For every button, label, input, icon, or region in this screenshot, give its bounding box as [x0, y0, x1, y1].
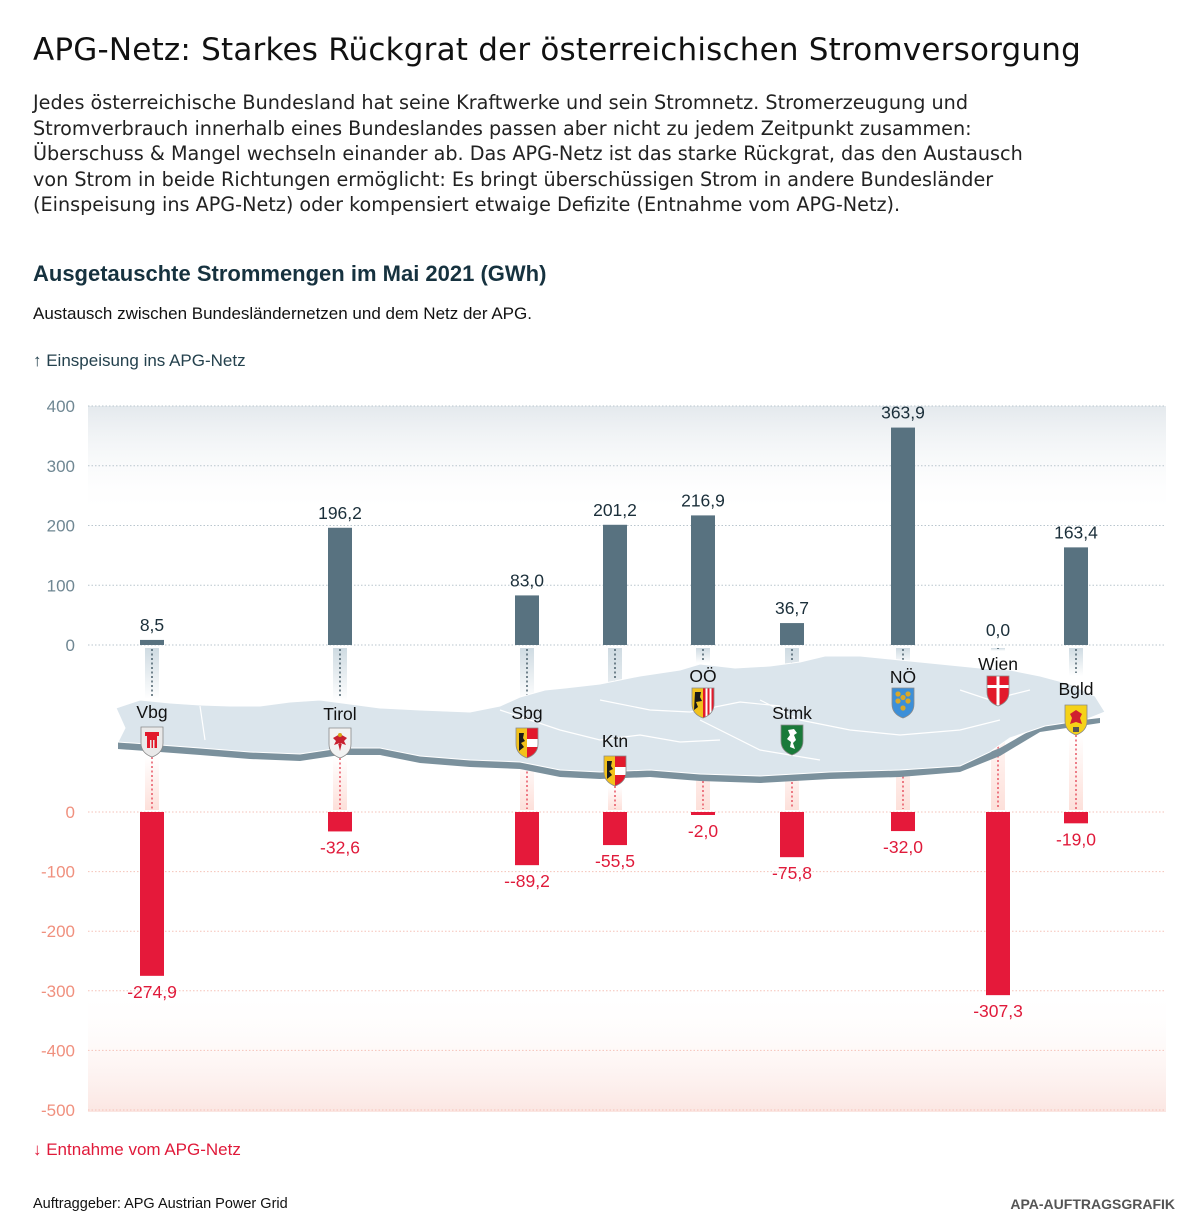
- intro-line: von Strom in beide Richtungen ermöglicht…: [33, 167, 994, 191]
- y-tick-label-top: 400: [47, 397, 75, 416]
- connector-stem-bottom: [608, 786, 622, 810]
- value-label-withdrawal: -19,0: [1056, 829, 1096, 849]
- state-border: [199, 689, 1031, 761]
- bottom-gradient-band: [88, 990, 1166, 1112]
- value-label-withdrawal: -307,3: [973, 1001, 1023, 1021]
- value-label-feed-in: 8,5: [140, 615, 164, 635]
- y-tick-label-top: 300: [47, 457, 75, 476]
- y-tick-label-top: 0: [66, 636, 75, 655]
- y-tick-label-bottom: -300: [41, 982, 75, 1001]
- chart-title: Ausgetauschte Strommengen im Mai 2021 (G…: [33, 261, 547, 286]
- state-label: OÖ: [689, 666, 716, 686]
- top-gradient-band: [88, 406, 1166, 516]
- value-label-feed-in: 363,9: [881, 403, 925, 423]
- bar-withdrawal-OÖ: [691, 812, 715, 815]
- connector-stem-bottom: [145, 757, 159, 810]
- value-label-withdrawal: -32,0: [883, 837, 923, 857]
- value-label-feed-in: 36,7: [775, 598, 809, 618]
- vorarlberg-coat-of-arms: [140, 726, 164, 758]
- bar-withdrawal-NÖ: [891, 812, 915, 832]
- connector-stem-top: [333, 648, 347, 701]
- intro-line: Stromverbrauch innerhalb eines Bundeslan…: [33, 116, 972, 140]
- bar-withdrawal-Bgld: [1064, 812, 1088, 824]
- y-tick-label-bottom: -200: [41, 922, 75, 941]
- connector-stem-top: [520, 648, 534, 700]
- bar-withdrawal-Tirol: [328, 812, 352, 832]
- connector-stem-top: [991, 648, 1005, 651]
- value-label-feed-in: 0,0: [986, 620, 1011, 640]
- state-label: Tirol: [323, 704, 356, 724]
- wien-coat-of-arms: [986, 675, 1010, 707]
- bar-feed-in-NÖ: [891, 427, 915, 645]
- value-label-feed-in: 163,4: [1054, 522, 1098, 542]
- agency-credit: APA-AUFTRAGSGRAFIK: [1010, 1196, 1175, 1212]
- bar-withdrawal-Vbg: [140, 812, 164, 976]
- bar-feed-in-Vbg: [140, 639, 164, 645]
- page-title: APG-Netz: Starkes Rückgrat der österreic…: [33, 32, 1081, 68]
- legend-withdrawal: ↓ Entnahme vom APG-Netz: [33, 1140, 241, 1159]
- value-label-withdrawal: --89,2: [504, 871, 550, 891]
- y-tick-label-top: 100: [47, 576, 75, 595]
- value-label-feed-in: 196,2: [318, 503, 362, 523]
- y-tick-label-bottom: 0: [66, 803, 75, 822]
- bar-withdrawal-Wien: [986, 812, 1010, 996]
- value-label-feed-in: 83,0: [510, 570, 544, 590]
- chart-subtitle: Austausch zwischen Bundesländernetzen un…: [33, 304, 532, 323]
- austria-map: [115, 655, 1106, 783]
- salzburg-coat-of-arms: [515, 727, 539, 759]
- niederoesterreich-coat-of-arms: [891, 687, 915, 719]
- bar-feed-in-Ktn: [603, 524, 627, 645]
- bar-withdrawal-Ktn: [603, 812, 627, 846]
- value-label-withdrawal: -75,8: [772, 863, 812, 883]
- value-label-withdrawal: -55,5: [595, 851, 635, 871]
- bar-withdrawal-Stmk: [780, 812, 804, 858]
- state-label: Bgld: [1058, 679, 1093, 699]
- bar-feed-in-Stmk: [780, 623, 804, 645]
- intro-text: Jedes österreichische Bundesland hat sei…: [33, 90, 1183, 218]
- value-label-feed-in: 201,2: [593, 500, 637, 520]
- state-label: Ktn: [602, 731, 628, 751]
- state-label: Stmk: [772, 703, 812, 723]
- austria-map-shape: [115, 655, 1106, 777]
- oberoesterreich-coat-of-arms: [691, 687, 715, 719]
- steiermark-coat-of-arms: [780, 724, 804, 756]
- y-tick-label-bottom: -500: [41, 1101, 75, 1120]
- tirol-coat-of-arms: [328, 727, 352, 759]
- bar-withdrawal-Sbg: [515, 812, 539, 866]
- bar-feed-in-Sbg: [515, 595, 539, 645]
- intro-line: (Einspeisung ins APG-Netz) oder kompensi…: [33, 193, 901, 217]
- value-label-feed-in: 216,9: [681, 490, 725, 510]
- intro-line: Überschuss & Mangel wechseln einander ab…: [33, 142, 1023, 166]
- state-label: Vbg: [136, 702, 167, 722]
- client-credit: Auftraggeber: APG Austrian Power Grid: [33, 1196, 288, 1212]
- state-label: Wien: [978, 654, 1018, 674]
- value-label-withdrawal: -274,9: [127, 982, 177, 1002]
- burgenland-coat-of-arms: [1064, 704, 1088, 736]
- connector-stem-top: [1069, 648, 1083, 676]
- connector-stem-bottom: [333, 758, 347, 810]
- bar-feed-in-OÖ: [691, 515, 715, 645]
- kaernten-coat-of-arms: [603, 755, 627, 787]
- legend-feed-in: ↑ Einspeisung ins APG-Netz: [33, 351, 246, 370]
- y-tick-label-top: 200: [47, 517, 75, 536]
- intro-line: Jedes österreichische Bundesland hat sei…: [33, 91, 968, 114]
- y-tick-label-bottom: -400: [41, 1041, 75, 1060]
- bar-feed-in-Tirol: [328, 527, 352, 645]
- state-label: NÖ: [890, 667, 916, 687]
- state-label: Sbg: [511, 703, 542, 723]
- y-tick-label-bottom: -100: [41, 863, 75, 882]
- value-label-withdrawal: -2,0: [688, 821, 718, 841]
- bar-feed-in-Bgld: [1064, 547, 1088, 645]
- value-label-withdrawal: -32,6: [320, 837, 360, 857]
